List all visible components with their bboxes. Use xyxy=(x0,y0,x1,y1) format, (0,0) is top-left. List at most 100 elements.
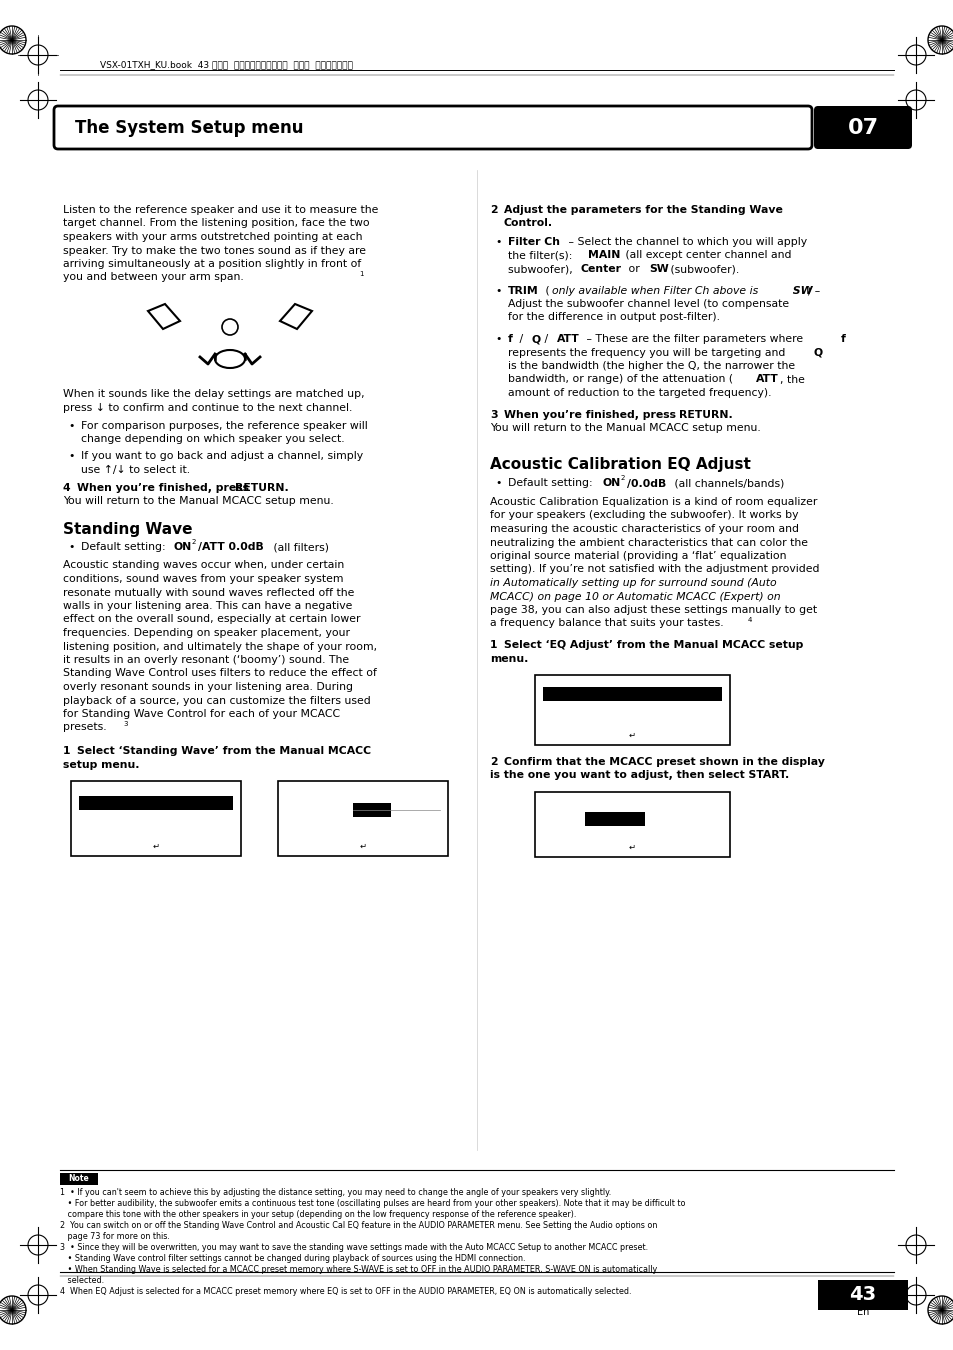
Text: setting). If you’re not satisfied with the adjustment provided: setting). If you’re not satisfied with t… xyxy=(490,564,819,575)
Text: you and between your arm span.: you and between your arm span. xyxy=(63,273,244,282)
Text: • For better audibility, the subwoofer emits a continuous test tone (oscillating: • For better audibility, the subwoofer e… xyxy=(60,1199,685,1208)
Text: When you’re finished, press: When you’re finished, press xyxy=(503,409,679,420)
Text: VSX-01TXH_KU.book  43 ページ  ２００８年４月１６日  水曜日  午後１時５９分: VSX-01TXH_KU.book 43 ページ ２００８年４月１６日 水曜日 … xyxy=(100,59,353,69)
Text: walls in your listening area. This can have a negative: walls in your listening area. This can h… xyxy=(63,601,352,612)
Bar xyxy=(535,792,729,857)
Text: 2  You can switch on or off the Standing Wave Control and Acoustic Cal EQ featur: 2 You can switch on or off the Standing … xyxy=(60,1220,657,1230)
Text: Confirm that the MCACC preset shown in the display: Confirm that the MCACC preset shown in t… xyxy=(503,757,824,767)
Text: You will return to the Manual MCACC setup menu.: You will return to the Manual MCACC setu… xyxy=(490,423,760,433)
Text: When it sounds like the delay settings are matched up,: When it sounds like the delay settings a… xyxy=(63,389,364,400)
Text: (all channels/bands): (all channels/bands) xyxy=(670,478,783,489)
Text: 4  When EQ Adjust is selected for a MCACC preset memory where EQ is set to OFF i: 4 When EQ Adjust is selected for a MCACC… xyxy=(60,1287,631,1296)
Text: ↵: ↵ xyxy=(152,842,159,850)
Text: selected.: selected. xyxy=(60,1276,104,1285)
Text: bandwidth, or range) of the attenuation (: bandwidth, or range) of the attenuation … xyxy=(507,374,732,385)
Text: 3: 3 xyxy=(123,721,128,726)
Text: The System Setup menu: The System Setup menu xyxy=(75,119,303,136)
Bar xyxy=(542,687,721,701)
Bar xyxy=(584,811,644,826)
Text: is the bandwidth (the higher the Q, the narrower the: is the bandwidth (the higher the Q, the … xyxy=(507,360,794,371)
Text: 07: 07 xyxy=(846,117,878,138)
FancyBboxPatch shape xyxy=(54,107,811,148)
Text: ↵: ↵ xyxy=(359,842,366,850)
Text: effect on the overall sound, especially at certain lower: effect on the overall sound, especially … xyxy=(63,614,360,625)
Text: Acoustic Calibration EQ Adjust: Acoustic Calibration EQ Adjust xyxy=(490,456,750,471)
Text: frequencies. Depending on speaker placement, your: frequencies. Depending on speaker placem… xyxy=(63,628,350,639)
Text: Standing Wave: Standing Wave xyxy=(63,522,193,537)
Text: Note: Note xyxy=(69,1174,90,1183)
Text: compare this tone with the other speakers in your setup (depending on the low fr: compare this tone with the other speaker… xyxy=(60,1210,576,1219)
Text: Control.: Control. xyxy=(503,219,553,228)
Text: 4: 4 xyxy=(63,483,71,493)
Text: RETURN.: RETURN. xyxy=(234,483,289,493)
Text: 43: 43 xyxy=(848,1285,876,1304)
Text: 1: 1 xyxy=(63,747,71,756)
Text: press ↓ to confirm and continue to the next channel.: press ↓ to confirm and continue to the n… xyxy=(63,402,352,413)
Text: a frequency balance that suits your tastes.: a frequency balance that suits your tast… xyxy=(490,618,723,629)
Text: 2: 2 xyxy=(192,539,196,545)
Text: or: or xyxy=(624,265,642,274)
Text: Acoustic Calibration Equalization is a kind of room equalizer: Acoustic Calibration Equalization is a k… xyxy=(490,497,817,508)
Text: Adjust the subwoofer channel level (to compensate: Adjust the subwoofer channel level (to c… xyxy=(507,298,788,309)
Text: – These are the filter parameters where: – These are the filter parameters where xyxy=(582,333,806,344)
Text: 1: 1 xyxy=(490,640,497,649)
Text: • Standing Wave control filter settings cannot be changed during playback of sou: • Standing Wave control filter settings … xyxy=(60,1254,525,1264)
Text: (all filters): (all filters) xyxy=(270,541,329,552)
Text: Adjust the parameters for the Standing Wave: Adjust the parameters for the Standing W… xyxy=(503,205,782,215)
Text: conditions, sound waves from your speaker system: conditions, sound waves from your speake… xyxy=(63,574,343,585)
Text: arriving simultaneously at a position slightly in front of: arriving simultaneously at a position sl… xyxy=(63,259,361,269)
Text: RETURN.: RETURN. xyxy=(679,409,732,420)
Text: For comparison purposes, the reference speaker will: For comparison purposes, the reference s… xyxy=(81,421,367,431)
Text: ↵: ↵ xyxy=(628,842,636,852)
Text: listening position, and ultimately the shape of your room,: listening position, and ultimately the s… xyxy=(63,641,376,652)
Text: Select ‘Standing Wave’ from the Manual MCACC: Select ‘Standing Wave’ from the Manual M… xyxy=(77,747,371,756)
Text: En: En xyxy=(856,1307,868,1318)
Text: change depending on which speaker you select.: change depending on which speaker you se… xyxy=(81,435,344,444)
Text: speaker. Try to make the two tones sound as if they are: speaker. Try to make the two tones sound… xyxy=(63,246,366,255)
Text: •: • xyxy=(495,478,501,489)
Text: resonate mutually with sound waves reflected off the: resonate mutually with sound waves refle… xyxy=(63,587,354,598)
Text: for your speakers (excluding the subwoofer). It works by: for your speakers (excluding the subwoof… xyxy=(490,510,798,521)
Bar xyxy=(817,1280,907,1310)
Text: the filter(s):: the filter(s): xyxy=(507,251,576,261)
Text: Q: Q xyxy=(532,333,540,344)
Text: /ATT 0.0dB: /ATT 0.0dB xyxy=(198,541,263,552)
Bar xyxy=(60,1173,98,1185)
Text: SW: SW xyxy=(788,285,812,296)
Bar xyxy=(353,803,391,817)
Text: ON: ON xyxy=(173,541,193,552)
Text: measuring the acoustic characteristics of your room and: measuring the acoustic characteristics o… xyxy=(490,524,799,535)
Text: 1: 1 xyxy=(358,270,363,277)
Text: Select ‘EQ Adjust’ from the Manual MCACC setup: Select ‘EQ Adjust’ from the Manual MCACC… xyxy=(503,640,802,649)
Text: ) –: ) – xyxy=(806,285,820,296)
Text: MAIN: MAIN xyxy=(587,251,619,261)
Bar xyxy=(71,782,241,856)
Text: •: • xyxy=(495,285,501,296)
Text: page 73 for more on this.: page 73 for more on this. xyxy=(60,1233,170,1241)
Text: Default setting:: Default setting: xyxy=(507,478,596,489)
Text: 4: 4 xyxy=(747,617,752,622)
Text: only available when Filter Ch above is: only available when Filter Ch above is xyxy=(552,285,758,296)
Text: Center: Center xyxy=(580,265,621,274)
Text: overly resonant sounds in your listening area. During: overly resonant sounds in your listening… xyxy=(63,682,353,693)
Text: Standing Wave Control uses filters to reduce the effect of: Standing Wave Control uses filters to re… xyxy=(63,668,376,679)
Text: /: / xyxy=(540,333,551,344)
Text: target channel. From the listening position, face the two: target channel. From the listening posit… xyxy=(63,219,369,228)
Bar xyxy=(535,675,729,745)
Text: page 38, you can also adjust these settings manually to get: page 38, you can also adjust these setti… xyxy=(490,605,817,616)
Text: amount of reduction to the targeted frequency).: amount of reduction to the targeted freq… xyxy=(507,387,771,398)
Text: playback of a source, you can customize the filters used: playback of a source, you can customize … xyxy=(63,695,371,706)
Text: – Select the channel to which you will apply: – Select the channel to which you will a… xyxy=(564,238,806,247)
Text: is the one you want to adjust, then select START.: is the one you want to adjust, then sele… xyxy=(490,771,788,780)
Text: neutralizing the ambient characteristics that can color the: neutralizing the ambient characteristics… xyxy=(490,537,807,548)
Text: Listen to the reference speaker and use it to measure the: Listen to the reference speaker and use … xyxy=(63,205,378,215)
Text: for the difference in output post-filter).: for the difference in output post-filter… xyxy=(507,312,720,323)
Text: 3  • Since they will be overwritten, you may want to save the standing wave sett: 3 • Since they will be overwritten, you … xyxy=(60,1243,647,1251)
Text: TRIM: TRIM xyxy=(507,285,538,296)
Text: • When Standing Wave is selected for a MCACC preset memory where S-WAVE is set t: • When Standing Wave is selected for a M… xyxy=(60,1265,657,1274)
Text: (subwoofer).: (subwoofer). xyxy=(666,265,739,274)
Text: f: f xyxy=(841,333,845,344)
Text: speakers with your arms outstretched pointing at each: speakers with your arms outstretched poi… xyxy=(63,232,362,242)
Text: Default setting:: Default setting: xyxy=(81,541,169,552)
Text: /: / xyxy=(516,333,526,344)
